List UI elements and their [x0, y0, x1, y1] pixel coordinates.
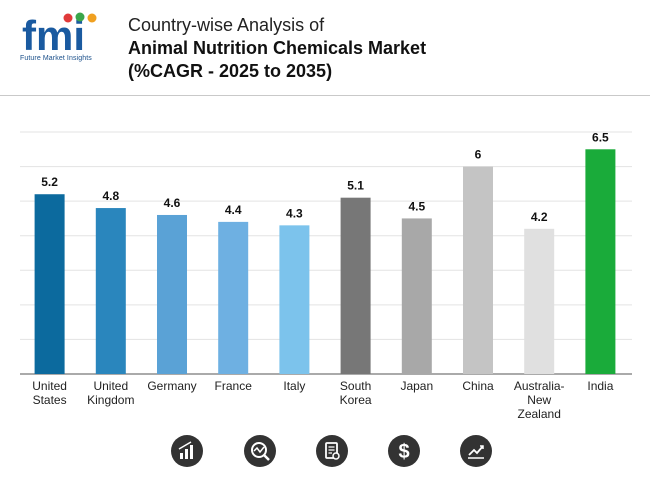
bar	[218, 221, 249, 374]
bar	[279, 225, 310, 374]
bar	[157, 214, 187, 374]
x-tick-label: France	[215, 379, 253, 393]
header: fmi Future Market Insights Country-wise …	[0, 0, 650, 96]
svg-text:$: $	[398, 441, 409, 463]
x-tick-label: China	[462, 379, 494, 393]
bar	[34, 194, 65, 374]
bar	[463, 166, 493, 374]
x-tick-label: India	[587, 379, 613, 393]
x-tick-label: South Korea	[340, 379, 372, 407]
x-tick-label: United Kingdom	[87, 379, 134, 407]
bar-value-label: 5.1	[347, 179, 364, 193]
x-tick-label: Italy	[283, 379, 305, 393]
bar-value-label: 4.6	[164, 196, 181, 210]
footer-icon-row: $	[0, 432, 650, 472]
bar-value-label: 4.4	[225, 203, 242, 217]
bar-value-label: 5.2	[41, 175, 58, 189]
x-tick-label: United States	[32, 379, 67, 407]
bar-value-label: 6	[475, 148, 482, 162]
title-line-1: Country-wise Analysis of	[128, 15, 325, 35]
x-tick-label: Australia-New Zealand	[514, 379, 565, 421]
bar	[95, 208, 126, 374]
title-line-3: (%CAGR - 2025 to 2035)	[128, 61, 333, 81]
bar	[585, 149, 616, 374]
bar	[524, 228, 555, 374]
bar-value-label: 4.8	[102, 189, 119, 203]
trend-chart-icon	[460, 435, 492, 467]
bar-value-label: 4.3	[286, 206, 303, 220]
bar	[340, 197, 371, 374]
chart-title: Country-wise Analysis of Animal Nutritio…	[128, 14, 628, 83]
title-line-2: Animal Nutrition Chemicals Market	[128, 38, 427, 58]
bar-value-label: 4.5	[408, 199, 425, 213]
x-tick-label: Germany	[147, 379, 196, 393]
bar-chart: 5.2 United States 4.8 United Kingdom 4.6 German…	[20, 130, 632, 421]
logo-subtitle: Future Market Insights	[20, 55, 92, 62]
bar-value-label: 6.5	[592, 130, 609, 144]
fmi-logo: fmi	[22, 12, 112, 70]
logo-text: fmi	[22, 12, 85, 58]
magnifier-chart-icon	[244, 435, 276, 467]
document-search-icon	[316, 435, 348, 467]
dollar-icon: $	[388, 435, 420, 467]
bar-chart-icon	[171, 435, 203, 467]
x-tick-label: Japan	[400, 379, 433, 393]
bar	[401, 218, 432, 374]
bar-value-label: 4.2	[531, 210, 548, 224]
header-divider	[0, 95, 650, 96]
